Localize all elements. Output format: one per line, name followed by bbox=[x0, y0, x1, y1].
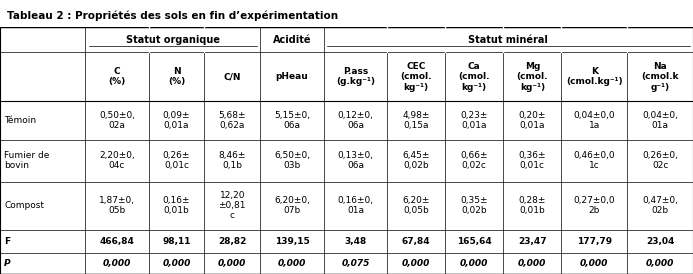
Text: 0,16±0,
01a: 0,16±0, 01a bbox=[337, 196, 374, 215]
Text: 466,84: 466,84 bbox=[100, 237, 134, 246]
Text: 0,000: 0,000 bbox=[162, 259, 191, 268]
Text: 0,09±
0,01a: 0,09± 0,01a bbox=[163, 111, 191, 130]
Text: 6,45±
0,02b: 6,45± 0,02b bbox=[403, 151, 430, 170]
Text: 0,000: 0,000 bbox=[278, 259, 306, 268]
Text: 0,28±
0,01b: 0,28± 0,01b bbox=[518, 196, 546, 215]
Text: 139,15: 139,15 bbox=[274, 237, 309, 246]
Text: Témoin: Témoin bbox=[4, 116, 36, 125]
Text: 2,20±0,
04c: 2,20±0, 04c bbox=[99, 151, 135, 170]
Text: 4,98±
0,15a: 4,98± 0,15a bbox=[403, 111, 430, 130]
Text: 0,46±0,0
1c: 0,46±0,0 1c bbox=[574, 151, 615, 170]
Text: 0,50±0,
02a: 0,50±0, 02a bbox=[99, 111, 135, 130]
Text: 0,000: 0,000 bbox=[518, 259, 547, 268]
Text: 0,12±0,
06a: 0,12±0, 06a bbox=[337, 111, 374, 130]
Text: 5,15±0,
06a: 5,15±0, 06a bbox=[274, 111, 310, 130]
Text: 98,11: 98,11 bbox=[162, 237, 191, 246]
Text: 23,04: 23,04 bbox=[646, 237, 674, 246]
Text: 0,23±
0,01a: 0,23± 0,01a bbox=[461, 111, 488, 130]
Text: pHeau: pHeau bbox=[276, 72, 308, 81]
Text: 0,000: 0,000 bbox=[460, 259, 489, 268]
Text: Acidité: Acidité bbox=[272, 35, 311, 45]
Text: 0,36±
0,01c: 0,36± 0,01c bbox=[518, 151, 546, 170]
Text: F: F bbox=[4, 237, 10, 246]
Text: 23,47: 23,47 bbox=[518, 237, 547, 246]
Text: 0,35±
0,02b: 0,35± 0,02b bbox=[461, 196, 488, 215]
Text: C
(%): C (%) bbox=[108, 67, 125, 86]
Text: 0,000: 0,000 bbox=[580, 259, 608, 268]
Text: Statut organique: Statut organique bbox=[125, 35, 220, 45]
Text: 0,66±
0,02c: 0,66± 0,02c bbox=[461, 151, 488, 170]
Text: 0,47±0,
02b: 0,47±0, 02b bbox=[642, 196, 678, 215]
Text: 0,000: 0,000 bbox=[103, 259, 131, 268]
Text: P.ass
(g.kg⁻¹): P.ass (g.kg⁻¹) bbox=[336, 67, 375, 86]
Text: 165,64: 165,64 bbox=[457, 237, 491, 246]
Text: 0,000: 0,000 bbox=[218, 259, 247, 268]
Text: Na
(cmol.k
g⁻¹): Na (cmol.k g⁻¹) bbox=[641, 62, 679, 92]
Text: 0,20±
0,01a: 0,20± 0,01a bbox=[518, 111, 546, 130]
Text: 0,27±0,0
2b: 0,27±0,0 2b bbox=[574, 196, 615, 215]
Text: 0,000: 0,000 bbox=[402, 259, 430, 268]
Text: CEC
(cmol.
kg⁻¹): CEC (cmol. kg⁻¹) bbox=[401, 62, 432, 92]
Text: 6,20±0,
07b: 6,20±0, 07b bbox=[274, 196, 310, 215]
Text: 5,68±
0,62a: 5,68± 0,62a bbox=[218, 111, 246, 130]
Text: 0,04±0,
01a: 0,04±0, 01a bbox=[642, 111, 678, 130]
Text: 0,13±0,
06a: 0,13±0, 06a bbox=[337, 151, 374, 170]
Text: 8,46±
0,1b: 8,46± 0,1b bbox=[218, 151, 246, 170]
Text: 0,26±
0,01c: 0,26± 0,01c bbox=[163, 151, 190, 170]
Text: K
(cmol.kg⁻¹): K (cmol.kg⁻¹) bbox=[566, 67, 622, 86]
Text: Tableau 2 : Propriétés des sols en fin d’expérimentation: Tableau 2 : Propriétés des sols en fin d… bbox=[7, 11, 338, 21]
Text: N
(%): N (%) bbox=[168, 67, 185, 86]
Text: Statut minéral: Statut minéral bbox=[468, 35, 548, 45]
Text: 28,82: 28,82 bbox=[218, 237, 247, 246]
Text: Ca
(cmol.
kg⁻¹): Ca (cmol. kg⁻¹) bbox=[459, 62, 490, 92]
Text: Fumier de
bovin: Fumier de bovin bbox=[4, 151, 49, 170]
Text: 0,000: 0,000 bbox=[646, 259, 674, 268]
Text: 6,50±0,
03b: 6,50±0, 03b bbox=[274, 151, 310, 170]
Text: 3,48: 3,48 bbox=[344, 237, 367, 246]
Text: P: P bbox=[4, 259, 11, 268]
Text: Mg
(cmol.
kg⁻¹): Mg (cmol. kg⁻¹) bbox=[516, 62, 548, 92]
Text: 0,26±0,
02c: 0,26±0, 02c bbox=[642, 151, 678, 170]
Text: 0,075: 0,075 bbox=[341, 259, 369, 268]
Text: 0,16±
0,01b: 0,16± 0,01b bbox=[163, 196, 191, 215]
Text: 12,20
±0,81
c: 12,20 ±0,81 c bbox=[218, 191, 246, 221]
Text: 0,04±0,0
1a: 0,04±0,0 1a bbox=[574, 111, 615, 130]
Text: C/N: C/N bbox=[224, 72, 241, 81]
Text: 6,20±
0,05b: 6,20± 0,05b bbox=[403, 196, 430, 215]
Text: 1,87±0,
05b: 1,87±0, 05b bbox=[99, 196, 135, 215]
Text: 67,84: 67,84 bbox=[402, 237, 430, 246]
Text: 177,79: 177,79 bbox=[577, 237, 612, 246]
Text: Compost: Compost bbox=[4, 201, 44, 210]
